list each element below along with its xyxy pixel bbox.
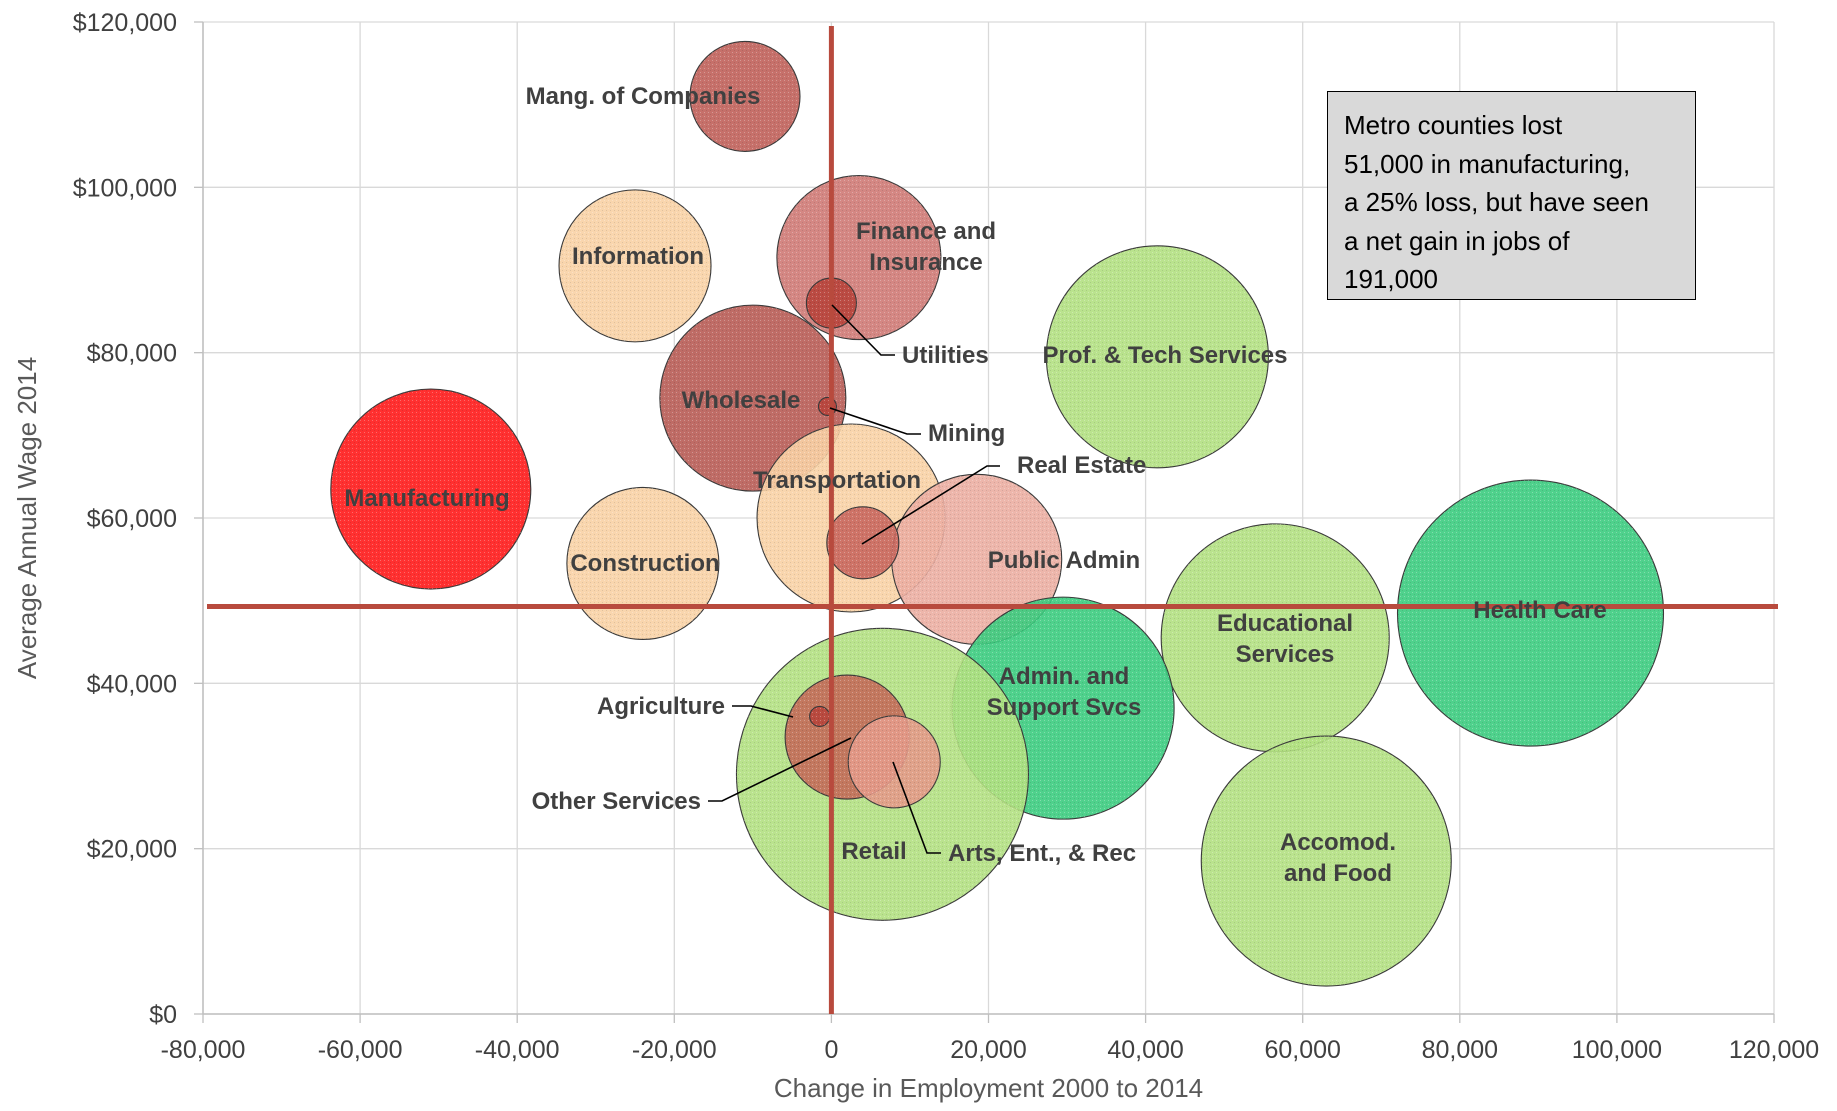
annotation-line: a 25% loss, but have seen xyxy=(1344,187,1649,217)
bubble-texture xyxy=(689,41,800,152)
bubble-texture xyxy=(1046,245,1269,468)
x-tick-label: 0 xyxy=(824,1036,838,1064)
bubble-label: Information xyxy=(572,243,704,270)
bubble-label: Retail xyxy=(841,838,906,865)
bubble-texture xyxy=(566,487,719,640)
y-tick-label: $80,000 xyxy=(87,340,177,368)
annotation-line: 191,000 xyxy=(1344,264,1438,294)
axes xyxy=(194,21,1775,1023)
x-tick-label: 60,000 xyxy=(1264,1036,1340,1064)
reference-lines xyxy=(207,26,1778,1014)
bubble-label-line: Admin. and xyxy=(999,663,1130,690)
x-tick-label: 80,000 xyxy=(1422,1036,1498,1064)
bubble-texture xyxy=(1397,480,1664,747)
bubble-label-line: Educational xyxy=(1217,610,1353,637)
bubble-texture xyxy=(559,189,712,342)
bubble-label-line: Transportation xyxy=(753,467,921,494)
bubble-label-line: Insurance xyxy=(869,249,982,276)
bubble-label-line: Retail xyxy=(841,838,906,865)
bubble-label: Prof. & Tech Services xyxy=(1043,342,1288,369)
bubble-label: Mang. of Companies xyxy=(526,83,761,110)
bubble-label: Accomod. and Food xyxy=(1280,829,1396,887)
y-tick-label: $40,000 xyxy=(87,670,177,698)
bubble-label-line: Agriculture xyxy=(597,693,725,720)
bubble-labels: Manufacturing Mang. of Companies Informati… xyxy=(344,83,1606,887)
x-tick-label: 100,000 xyxy=(1572,1036,1662,1064)
bubble-label: Public Admin xyxy=(988,547,1140,574)
bubble-label-line: Services xyxy=(1236,641,1335,668)
x-tick-label: -20,000 xyxy=(632,1036,717,1064)
bubble-label-line: Finance and xyxy=(856,218,996,245)
bubble-label-line: Wholesale xyxy=(682,387,801,414)
annotation-line: 51,000 in manufacturing, xyxy=(1344,148,1631,179)
x-tick-label: -80,000 xyxy=(161,1036,246,1064)
y-tick-label: $120,000 xyxy=(73,9,177,37)
x-tick-label: 120,000 xyxy=(1729,1036,1819,1064)
bubble-label-line: Public Admin xyxy=(988,547,1140,574)
bubble-texture xyxy=(809,706,830,727)
y-tick-label: $100,000 xyxy=(73,174,177,202)
callout-line xyxy=(831,304,895,356)
tick-labels: -80,000 -60,000 -40,000 -20,000 0 20,000 40,00… xyxy=(73,9,1819,1064)
bubble-label: Transportation xyxy=(753,467,921,494)
y-axis-title: Average Annual Wage 2014 xyxy=(12,357,42,679)
y-tick-label: $20,000 xyxy=(87,836,177,864)
bubble-texture xyxy=(848,715,941,808)
bubble-texture xyxy=(891,474,1062,645)
bubble-label: Arts, Ent., & Rec xyxy=(948,840,1136,867)
y-tick-label: $60,000 xyxy=(87,505,177,533)
bubble-label-line: Support Svcs xyxy=(987,694,1142,721)
callout-line xyxy=(861,465,1000,545)
x-axis-title: Change in Employment 2000 to 2014 xyxy=(774,1073,1203,1103)
bubble-label-line: Accomod. xyxy=(1280,829,1396,856)
bubble-label-line: Information xyxy=(572,243,704,270)
bubble-label: Health Care xyxy=(1473,597,1606,624)
x-tick-label: 20,000 xyxy=(950,1036,1026,1064)
bubble-label: Mining xyxy=(928,420,1005,447)
x-tick-label: -60,000 xyxy=(318,1036,403,1064)
bubble-texture xyxy=(1161,523,1390,752)
bubble-label-line: Other Services xyxy=(532,788,701,815)
bubble-label-line: Mining xyxy=(928,420,1005,447)
bubble-label: Educational Services xyxy=(1217,610,1353,668)
callout-line xyxy=(708,737,852,802)
bubble-label-line: Utilities xyxy=(902,342,989,369)
callout-line xyxy=(892,761,941,854)
bubble-label-line: Manufacturing xyxy=(344,485,509,512)
bubble-label-line: Health Care xyxy=(1473,597,1606,624)
bubble-label-line: and Food xyxy=(1284,860,1392,887)
y-tick-label: $0 xyxy=(149,1001,177,1029)
callout-line xyxy=(732,705,794,718)
bubble-label-line: Arts, Ent., & Rec xyxy=(948,840,1136,867)
bubble-label: Other Services xyxy=(532,788,701,815)
callout-lines xyxy=(708,304,1000,854)
bubble-label-line: Real Estate xyxy=(1017,452,1146,479)
bubble-label: Admin. and Support Svcs xyxy=(987,663,1142,721)
annotation-line: a net gain in jobs of xyxy=(1344,225,1570,256)
bubble-label-line: Construction xyxy=(570,550,719,577)
x-tick-label: -40,000 xyxy=(475,1036,560,1064)
bubbles xyxy=(330,40,1665,987)
bubble-texture xyxy=(330,389,531,590)
annotation-line: Metro counties lost xyxy=(1344,110,1563,140)
x-tick-label: 40,000 xyxy=(1107,1036,1183,1064)
bubble-label: Construction xyxy=(570,550,719,577)
bubble-texture xyxy=(1201,736,1452,987)
bubble-label: Real Estate xyxy=(1017,452,1146,479)
bubble-label: Finance and Insurance xyxy=(856,218,996,276)
bubble-label: Wholesale xyxy=(682,387,801,414)
bubble-label: Manufacturing xyxy=(344,485,509,512)
callout-line xyxy=(829,407,921,435)
bubble-label-line: Mang. of Companies xyxy=(526,83,761,110)
bubble-label: Agriculture xyxy=(597,693,725,720)
bubble-label: Utilities xyxy=(902,342,989,369)
bubble-label-line: Prof. & Tech Services xyxy=(1043,342,1288,369)
annotation-box: Metro counties lost 51,000 in manufactur… xyxy=(1327,91,1696,300)
